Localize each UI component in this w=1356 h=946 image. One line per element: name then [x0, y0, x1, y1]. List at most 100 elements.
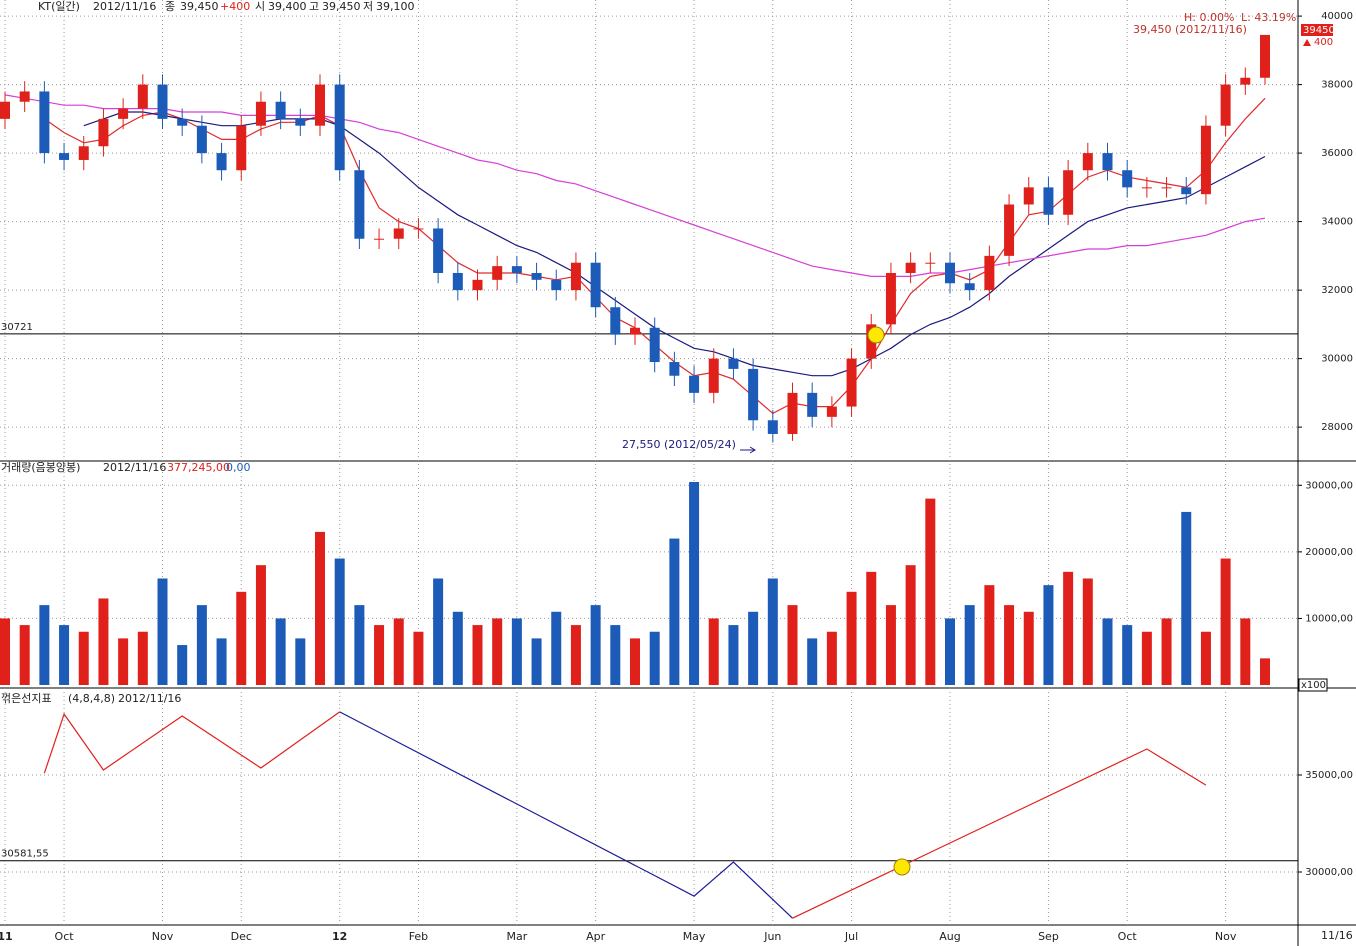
volume-bar — [807, 638, 818, 685]
candle-body — [1240, 77, 1251, 85]
reference-label: 30581,55 — [1, 849, 49, 860]
volume-bar — [925, 498, 936, 685]
indicator-line — [792, 748, 1207, 919]
volume-bar — [137, 631, 148, 685]
x-tick-label: Oct — [1118, 930, 1138, 943]
high-label: 고 — [309, 0, 319, 13]
open-text: 39,400 — [268, 0, 307, 13]
volume-bar — [551, 611, 562, 685]
y-tick-label: 30000 — [1321, 354, 1353, 365]
candle-body — [1004, 204, 1015, 256]
candle-body — [984, 255, 995, 291]
open-label: 시 — [255, 0, 265, 13]
candle-body — [846, 358, 857, 407]
volume-bar — [374, 625, 385, 685]
candle-body — [689, 375, 700, 393]
volume-bar — [1220, 558, 1231, 685]
volume-bar — [905, 565, 916, 685]
candle-body — [0, 101, 10, 119]
y-tick-label: 40000 — [1321, 11, 1353, 22]
candle-body — [1063, 170, 1074, 215]
x-tick-label: Dec — [231, 930, 252, 943]
candle-body — [98, 118, 109, 147]
indicator-line — [339, 711, 793, 919]
candle-body — [216, 153, 227, 171]
up-arrow — [1303, 39, 1311, 46]
volume-bar — [1141, 631, 1152, 685]
candle-body — [511, 266, 522, 273]
y-tick-label: 34000 — [1321, 217, 1353, 228]
y-tick-label: 38000 — [1321, 80, 1353, 91]
volume-bar — [452, 611, 463, 685]
volume-bar — [945, 618, 955, 685]
low-arrow — [740, 446, 756, 454]
candle-body — [1122, 170, 1133, 188]
candle-body — [1043, 187, 1054, 215]
candle-body — [570, 262, 581, 291]
volume-bar — [196, 605, 207, 685]
volume-bar — [177, 645, 188, 685]
candle-body — [452, 272, 463, 291]
candle-body — [19, 91, 30, 102]
volume-bar — [708, 618, 719, 685]
candle-body — [334, 84, 345, 171]
candle-body — [1161, 187, 1172, 189]
unit-label: x100 — [1301, 680, 1326, 691]
candle-body — [1181, 187, 1192, 195]
low-text: 39,100 — [376, 0, 415, 13]
candle-body — [1220, 84, 1231, 126]
candle-body — [157, 84, 168, 119]
candle-body — [236, 125, 247, 171]
volume-bar — [1023, 611, 1034, 685]
candle-body — [551, 279, 562, 291]
moving-average — [4, 94, 1266, 277]
volume-bar — [413, 631, 424, 685]
volume-bar — [511, 618, 522, 685]
volume-bar — [492, 618, 503, 685]
volume-bar — [885, 605, 896, 685]
high-text: 39,450 — [322, 0, 361, 13]
y-tick-label: 30000,00 — [1305, 480, 1353, 491]
x-tick-label: Nov — [152, 930, 174, 943]
candle-body — [177, 118, 188, 126]
volume-title: 거래량(음봉양봉) — [1, 461, 80, 474]
x-tick-label: Sep — [1038, 930, 1059, 943]
volume-bar — [315, 531, 325, 685]
last-change: 400 — [1314, 37, 1333, 48]
osc-date: 2012/11/16 — [118, 692, 181, 705]
x-tick-label: 12 — [332, 930, 347, 943]
x-tick-label: Oct — [55, 930, 75, 943]
volume-bar — [118, 638, 129, 685]
candle-body — [1102, 153, 1113, 171]
volume-bar — [255, 565, 266, 685]
volume-bar — [1240, 618, 1251, 685]
volume-bar — [1063, 571, 1074, 685]
x-tick-label: Nov — [1215, 930, 1237, 943]
volume-bar — [787, 605, 798, 685]
candle-body — [196, 125, 207, 154]
volume-bar — [98, 598, 109, 685]
candle-body — [39, 91, 50, 154]
unit-box — [1298, 678, 1328, 692]
y-tick-label: 28000 — [1321, 422, 1353, 433]
close-label: 종 — [165, 0, 175, 13]
price-box-text: 39450 — [1303, 25, 1335, 36]
volume-bar — [295, 638, 306, 685]
x-tick-label: Mar — [506, 930, 527, 943]
volume-value: 377,245,00 — [167, 461, 230, 474]
volume-bar — [866, 571, 877, 685]
candle-body — [1082, 153, 1093, 171]
price-box — [1301, 24, 1333, 36]
low-pct: L: 43.19% — [1241, 11, 1296, 24]
volume-bar — [216, 638, 227, 685]
candle-body — [78, 146, 89, 160]
x-tick-label: Apr — [586, 930, 606, 943]
volume-bar — [393, 618, 404, 685]
volume-bar — [846, 591, 857, 685]
volume-bar — [728, 625, 739, 685]
volume-bar — [78, 631, 89, 685]
y-tick-label: 20000,00 — [1305, 547, 1353, 558]
volume-bar — [630, 638, 640, 685]
candle-body — [531, 272, 542, 280]
